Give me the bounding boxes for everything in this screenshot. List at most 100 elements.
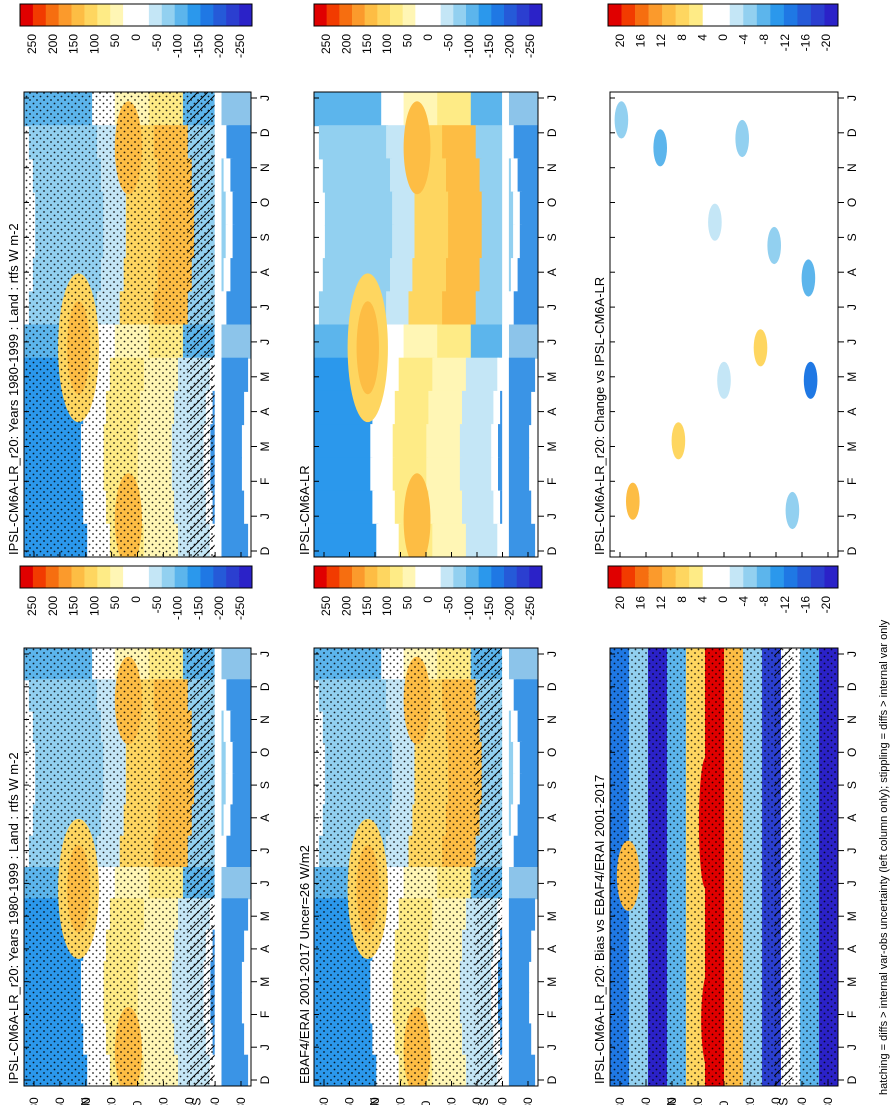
heatmap-cell: [493, 490, 503, 525]
month-tick-label: A: [258, 268, 272, 276]
colorbar-swatch: [824, 4, 839, 26]
heatmap-cell: [481, 224, 516, 260]
colorbar-tick-label: -100: [462, 34, 476, 58]
panel-title: EBAF4/ERAI 2001-2017 Uncer=26 W/m2: [297, 845, 312, 1084]
colorbar-swatch: [635, 566, 649, 588]
colorbar-swatch: [415, 4, 429, 26]
colorbar-tick-label: 200: [339, 596, 353, 616]
month-tick-label: J: [545, 880, 559, 886]
heatmap-cell: [426, 424, 462, 459]
heatmap-cell: [225, 191, 235, 226]
colorbar-swatch: [314, 566, 327, 588]
colorbar-tick-label: 8: [675, 34, 689, 41]
heatmap-cell: [508, 648, 538, 681]
colorbar-swatch: [491, 4, 505, 26]
month-tick-label: N: [258, 715, 272, 724]
heatmap-cell: [508, 324, 538, 359]
month-tick-label: F: [258, 1011, 272, 1018]
month-tick-label: J: [545, 304, 559, 310]
colorbar-swatch: [529, 4, 543, 26]
month-tick-label: J: [845, 339, 859, 345]
colorbar-tick-label: -200: [503, 596, 517, 620]
colorbar-swatch: [466, 4, 479, 26]
colorbar-tick-label: -50: [150, 596, 164, 614]
heatmap-cell: [414, 224, 451, 260]
heatmap-cell: [513, 125, 538, 160]
colorbar-frame: [313, 565, 543, 589]
lat-tick-label: 20: [691, 1097, 705, 1105]
colorbar-tick-label: 4: [695, 596, 709, 603]
colorbar-swatch: [415, 566, 429, 588]
colorbar-tick-label: 20: [613, 596, 627, 610]
colorbar-tick-label: 0: [716, 34, 730, 41]
lat-tick-label: 60: [53, 1097, 67, 1105]
heatmap-cell: [226, 291, 251, 326]
colorbar-swatch: [689, 4, 704, 26]
colorbar-swatch: [743, 566, 758, 588]
heatmap-cell: [219, 291, 229, 326]
heatmap-cell: [513, 291, 538, 326]
colorbar-swatch: [239, 4, 253, 26]
lat-tick-label: 0: [419, 1100, 433, 1105]
colorbar-tick-label: 16: [634, 596, 648, 610]
colorbar-tick-label: -16: [798, 34, 812, 52]
heatmap-cell: [519, 191, 538, 226]
colorbar-swatch: [226, 4, 240, 26]
colorbar-swatch: [783, 4, 798, 26]
lat-tick-label: 40: [769, 1097, 783, 1105]
colorbar-swatch: [453, 566, 467, 588]
colorbar-tick-label: -16: [798, 596, 812, 614]
heatmap-cell: [219, 679, 229, 712]
colorbar-swatch: [621, 566, 636, 588]
hemisphere-marker: °N: [78, 1097, 92, 1105]
lat-tick-label: 20: [394, 1097, 408, 1105]
colorbar-swatch: [326, 4, 340, 26]
colorbar-swatch: [529, 566, 543, 588]
colorbar-swatch: [428, 4, 441, 26]
heatmap-cell: [408, 291, 445, 326]
heatmap-cell: [428, 490, 464, 525]
heatmap-cell: [513, 741, 522, 775]
lat-tick-label: 0: [717, 1100, 731, 1105]
month-tick-label: J: [258, 1044, 272, 1050]
heatmap-cell: [223, 158, 233, 193]
month-tick-label: J: [545, 339, 559, 345]
heatmap-cell: [513, 835, 538, 868]
month-tick-label: M: [258, 911, 272, 921]
colorbar-tick-label: -250: [523, 596, 537, 620]
colorbar-tick-label: -50: [150, 34, 164, 52]
colorbar-tick-label: -4: [737, 596, 751, 607]
lat-tick-label: 20: [743, 1097, 757, 1105]
heatmap-contour: [785, 491, 800, 530]
colorbar-tick-label: 4: [695, 34, 709, 41]
colorbar-swatch: [339, 566, 353, 588]
month-tick-label: J: [545, 95, 559, 101]
panel-title: IPSL-CM6A-LR_r20: Years 1980-1999 : Land…: [6, 223, 21, 555]
heatmap-cell: [462, 390, 496, 426]
month-tick-label: O: [545, 198, 559, 207]
colorbar-tick-label: 100: [87, 34, 101, 54]
heatmap-cell: [414, 191, 451, 226]
colorbar-frame: [313, 3, 543, 27]
heatmap-cell: [442, 291, 478, 326]
heatmap-cell: [470, 324, 505, 359]
lat-tick-label: 40: [665, 1097, 679, 1105]
lat-tick-label: 40: [182, 1097, 196, 1105]
month-tick-label: O: [845, 748, 859, 757]
heatmap-cell: [491, 424, 500, 459]
colorbar-swatch: [200, 4, 214, 26]
heatmap-cell: [390, 258, 415, 293]
colorbar-swatch: [478, 566, 492, 588]
heatmap-cell: [517, 258, 538, 293]
heatmap-cell: [459, 457, 494, 492]
lat-tick-label: 80: [317, 1097, 331, 1105]
colorbar-tick-label: 50: [401, 34, 415, 48]
stippling-overlay: [24, 92, 215, 557]
heatmap-contour: [735, 119, 749, 158]
month-tick-label: A: [545, 408, 559, 416]
colorbar-swatch: [675, 4, 690, 26]
footer-note: hatching = diffs > internal var-obs unce…: [878, 619, 890, 1095]
heatmap-field: [314, 92, 538, 557]
month-tick-label: F: [258, 478, 272, 485]
